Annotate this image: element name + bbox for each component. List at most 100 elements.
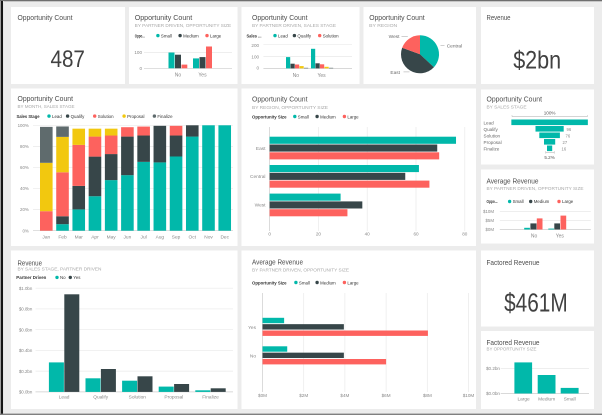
svg-text:No: No bbox=[293, 73, 300, 79]
svg-text:100%: 100% bbox=[544, 110, 556, 115]
svg-text:0: 0 bbox=[257, 65, 260, 70]
svg-text:Medium: Medium bbox=[538, 397, 555, 403]
svg-text:BY PARTNER DRIVEN, OPPORTUNITY: BY PARTNER DRIVEN, OPPORTUNITY SIZE bbox=[487, 186, 584, 191]
svg-text:No: No bbox=[250, 353, 256, 359]
svg-text:Nov: Nov bbox=[204, 234, 213, 240]
svg-text:Opportunity Count: Opportunity Count bbox=[252, 95, 308, 104]
svg-text:Aug: Aug bbox=[156, 234, 165, 240]
svg-text:Revenue: Revenue bbox=[487, 13, 511, 22]
svg-text:Mar: Mar bbox=[75, 234, 84, 240]
svg-text:27: 27 bbox=[563, 140, 568, 145]
svg-text:Qualify: Qualify bbox=[93, 395, 109, 401]
svg-text:Lead: Lead bbox=[278, 33, 288, 38]
svg-text:Finalize: Finalize bbox=[157, 114, 173, 119]
svg-text:Dec: Dec bbox=[220, 234, 229, 240]
svg-text:Sales Stage: Sales Stage bbox=[17, 114, 41, 119]
svg-text:16: 16 bbox=[562, 146, 567, 151]
svg-text:East: East bbox=[256, 146, 266, 152]
svg-text:Small: Small bbox=[161, 33, 172, 38]
svg-text:Oppo...: Oppo... bbox=[487, 199, 498, 204]
svg-text:$0.6bn: $0.6bn bbox=[19, 327, 33, 332]
svg-text:Factored Revenue: Factored Revenue bbox=[487, 258, 540, 267]
svg-text:$10M: $10M bbox=[463, 393, 475, 398]
svg-text:96: 96 bbox=[567, 127, 572, 132]
svg-text:BY SALES STAGE, PARTNER DRIVEN: BY SALES STAGE, PARTNER DRIVEN bbox=[18, 266, 102, 271]
svg-text:Opportunity Count: Opportunity Count bbox=[369, 13, 425, 22]
svg-text:BY REGION: BY REGION bbox=[369, 23, 397, 28]
svg-text:Factored Revenue: Factored Revenue bbox=[487, 338, 540, 347]
svg-text:$0.0bn: $0.0bn bbox=[486, 391, 500, 396]
svg-text:$0.4bn: $0.4bn bbox=[19, 348, 33, 353]
svg-text:Yes: Yes bbox=[248, 325, 256, 331]
svg-text:BY PARTNER DRIVEN, SALES STAGE: BY PARTNER DRIVEN, SALES STAGE bbox=[252, 23, 336, 28]
svg-text:Solution: Solution bbox=[323, 33, 339, 38]
svg-text:Small: Small bbox=[564, 397, 576, 403]
svg-text:BY REGION, OPPORTUNITY SIZE: BY REGION, OPPORTUNITY SIZE bbox=[252, 105, 328, 110]
svg-text:Apr: Apr bbox=[91, 234, 99, 240]
svg-text:Revenue: Revenue bbox=[18, 258, 43, 267]
svg-text:100: 100 bbox=[134, 50, 142, 55]
svg-text:40%: 40% bbox=[20, 186, 29, 191]
svg-text:Qualify: Qualify bbox=[71, 114, 85, 119]
svg-text:Opportunity Size: Opportunity Size bbox=[252, 280, 287, 285]
svg-text:Jul: Jul bbox=[141, 234, 147, 240]
svg-text:$5M: $5M bbox=[485, 218, 494, 223]
svg-text:No: No bbox=[175, 73, 182, 79]
svg-text:Opportunity Count: Opportunity Count bbox=[18, 13, 74, 22]
svg-text:BY PARTNER DRIVEN, OPPORTUNITY: BY PARTNER DRIVEN, OPPORTUNITY SIZE bbox=[135, 23, 232, 28]
svg-text:Large: Large bbox=[562, 199, 574, 204]
svg-text:Opportunity Count: Opportunity Count bbox=[487, 94, 543, 103]
svg-text:Small: Small bbox=[513, 199, 524, 204]
svg-text:Yes: Yes bbox=[198, 73, 207, 79]
svg-text:Medium: Medium bbox=[320, 280, 336, 285]
svg-text:Jun: Jun bbox=[124, 234, 132, 240]
svg-text:Feb: Feb bbox=[58, 234, 67, 240]
svg-text:Central: Central bbox=[447, 44, 462, 50]
svg-text:Proposal: Proposal bbox=[127, 114, 144, 119]
svg-text:BY MONTH, SALES STAGE: BY MONTH, SALES STAGE bbox=[18, 104, 75, 109]
svg-text:60%: 60% bbox=[20, 165, 29, 170]
svg-text:West: West bbox=[389, 34, 401, 40]
svg-text:BY SALES STAGE: BY SALES STAGE bbox=[487, 104, 527, 109]
svg-text:20%: 20% bbox=[20, 207, 29, 212]
svg-text:Solution: Solution bbox=[484, 133, 501, 138]
svg-text:Central: Central bbox=[250, 174, 265, 180]
svg-text:West: West bbox=[255, 203, 267, 209]
svg-text:20: 20 bbox=[316, 231, 322, 236]
svg-text:Large: Large bbox=[517, 397, 530, 403]
svg-text:Average Revenue: Average Revenue bbox=[487, 176, 539, 185]
svg-text:Opportunity Count: Opportunity Count bbox=[18, 94, 74, 103]
svg-text:0: 0 bbox=[268, 231, 271, 236]
svg-text:Oct: Oct bbox=[189, 234, 197, 240]
svg-text:Solution: Solution bbox=[98, 114, 114, 119]
svg-text:Medium: Medium bbox=[320, 114, 336, 119]
svg-text:Large: Large bbox=[210, 33, 222, 38]
svg-text:200: 200 bbox=[251, 43, 259, 48]
svg-text:$0.8bn: $0.8bn bbox=[19, 307, 33, 312]
svg-text:May: May bbox=[107, 234, 117, 240]
svg-text:Sep: Sep bbox=[172, 234, 181, 240]
svg-text:Small: Small bbox=[298, 114, 309, 119]
svg-text:100: 100 bbox=[251, 54, 259, 59]
svg-text:100%: 100% bbox=[18, 123, 29, 128]
svg-text:487: 487 bbox=[50, 46, 85, 73]
svg-text:40: 40 bbox=[365, 231, 371, 236]
svg-text:$2M: $2M bbox=[299, 393, 308, 398]
svg-text:Yes: Yes bbox=[556, 234, 565, 240]
svg-text:$0.2bn: $0.2bn bbox=[19, 369, 33, 374]
svg-text:$2bn: $2bn bbox=[513, 47, 561, 75]
svg-text:Partner Driven: Partner Driven bbox=[16, 275, 46, 280]
svg-text:$0.2bn: $0.2bn bbox=[486, 366, 500, 371]
svg-text:0: 0 bbox=[139, 66, 142, 71]
svg-text:Opportunity Count: Opportunity Count bbox=[252, 13, 308, 22]
svg-text:Yes: Yes bbox=[318, 73, 327, 79]
svg-text:Qualify: Qualify bbox=[297, 33, 311, 38]
svg-text:$0M: $0M bbox=[485, 227, 494, 232]
svg-text:No: No bbox=[531, 234, 538, 240]
svg-text:Sales ...: Sales ... bbox=[247, 33, 262, 38]
svg-text:$6M: $6M bbox=[382, 393, 391, 398]
svg-text:Average Revenue: Average Revenue bbox=[252, 257, 303, 266]
svg-text:Jan: Jan bbox=[42, 234, 50, 240]
svg-text:East: East bbox=[390, 70, 400, 76]
svg-text:Medium: Medium bbox=[183, 33, 199, 38]
